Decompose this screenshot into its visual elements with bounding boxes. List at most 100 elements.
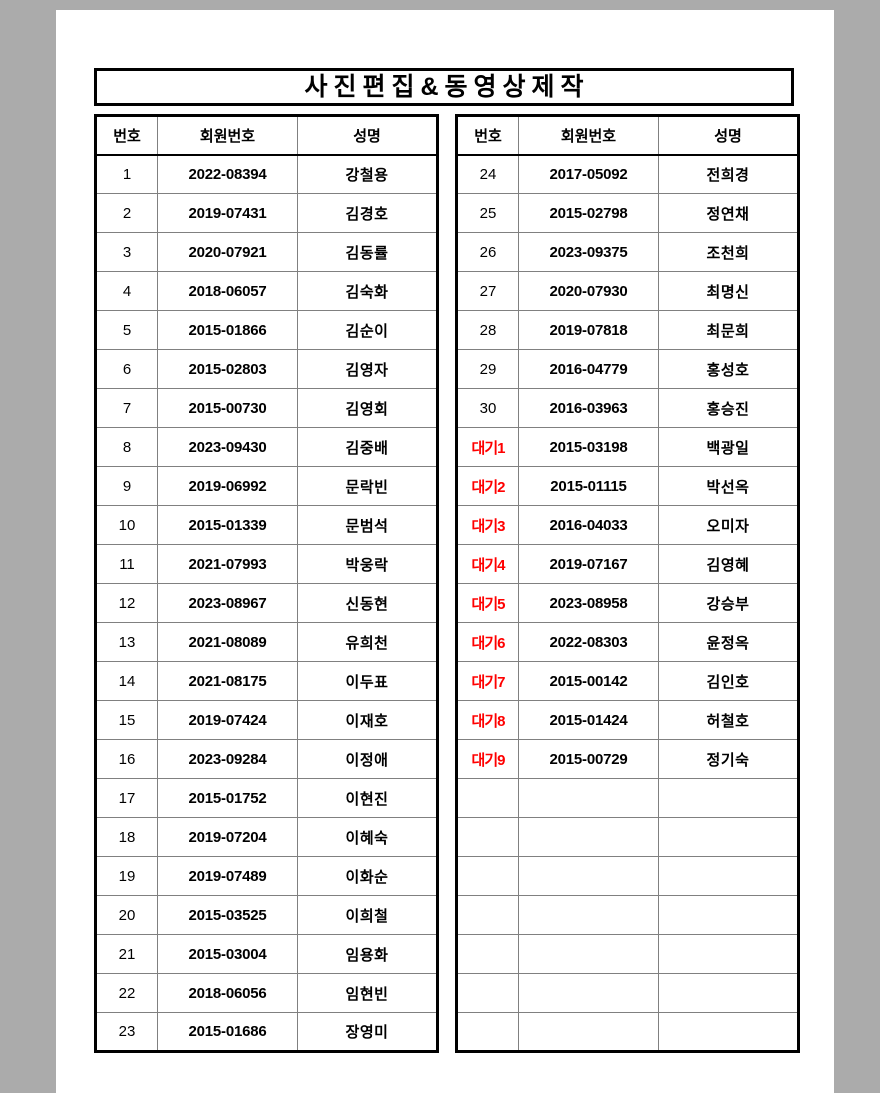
table-row: 3 2020-07921 김동률 bbox=[95, 232, 438, 272]
cell-no: 26 bbox=[456, 232, 519, 272]
cell-member-no: 2019-07489 bbox=[157, 856, 298, 896]
cell-member-no: 2017-05092 bbox=[518, 154, 659, 194]
cell-name: 강승부 bbox=[658, 583, 799, 623]
table-row: 1 2022-08394 강철용 bbox=[95, 154, 438, 194]
cell-no: 14 bbox=[95, 661, 158, 701]
cell-name: 김경호 bbox=[297, 193, 438, 233]
table-row: 22 2018-06056 임현빈 bbox=[95, 973, 438, 1013]
cell-waiting-no: 대기9 bbox=[456, 739, 519, 779]
cell-name: 김순이 bbox=[297, 310, 438, 350]
cell-waiting-no: 대기4 bbox=[456, 544, 519, 584]
table-row: 15 2019-07424 이재호 bbox=[95, 700, 438, 740]
table-row: 12 2023-08967 신동현 bbox=[95, 583, 438, 623]
cell-member-no bbox=[518, 778, 659, 818]
cell-name: 정연채 bbox=[658, 193, 799, 233]
cell-name: 백광일 bbox=[658, 427, 799, 467]
cell-member-no: 2015-01866 bbox=[157, 310, 298, 350]
column-header-no: 번호 bbox=[95, 115, 158, 156]
cell-member-no: 2019-07167 bbox=[518, 544, 659, 584]
cell-name bbox=[658, 973, 799, 1013]
table-row: 대기7 2015-00142 김인호 bbox=[456, 661, 799, 701]
cell-member-no bbox=[518, 1012, 659, 1052]
table-row-empty bbox=[456, 934, 799, 974]
table-row-empty bbox=[456, 973, 799, 1013]
cell-member-no: 2020-07921 bbox=[157, 232, 298, 272]
cell-name: 정기숙 bbox=[658, 739, 799, 779]
cell-member-no: 2018-06056 bbox=[157, 973, 298, 1013]
column-header-no: 번호 bbox=[456, 115, 519, 156]
cell-no: 1 bbox=[95, 154, 158, 194]
cell-no: 19 bbox=[95, 856, 158, 896]
cell-member-no: 2016-04779 bbox=[518, 349, 659, 389]
cell-waiting-no: 대기1 bbox=[456, 427, 519, 467]
cell-name: 허철호 bbox=[658, 700, 799, 740]
cell-member-no: 2015-01424 bbox=[518, 700, 659, 740]
cell-name: 조천희 bbox=[658, 232, 799, 272]
table-row: 5 2015-01866 김순이 bbox=[95, 310, 438, 350]
column-header-member-no: 회원번호 bbox=[518, 115, 659, 156]
cell-name: 김숙화 bbox=[297, 271, 438, 311]
cell-waiting-no: 대기3 bbox=[456, 505, 519, 545]
cell-waiting-no: 대기7 bbox=[456, 661, 519, 701]
cell-name: 박선옥 bbox=[658, 466, 799, 506]
cell-name bbox=[658, 895, 799, 935]
cell-name: 박웅락 bbox=[297, 544, 438, 584]
cell-name bbox=[658, 934, 799, 974]
cell-no: 24 bbox=[456, 154, 519, 194]
table-row-empty bbox=[456, 778, 799, 818]
cell-member-no: 2015-00142 bbox=[518, 661, 659, 701]
cell-no bbox=[456, 1012, 519, 1052]
cell-name: 오미자 bbox=[658, 505, 799, 545]
table-row: 4 2018-06057 김숙화 bbox=[95, 271, 438, 311]
cell-name: 김중배 bbox=[297, 427, 438, 467]
cell-no: 29 bbox=[456, 349, 519, 389]
roster-table-right: 번호 회원번호 성명 24 2017-05092 전희경 25 2015-02798 정연… bbox=[455, 114, 800, 1053]
cell-name bbox=[658, 856, 799, 896]
cell-member-no: 2015-03004 bbox=[157, 934, 298, 974]
cell-waiting-no: 대기8 bbox=[456, 700, 519, 740]
cell-member-no: 2016-03963 bbox=[518, 388, 659, 428]
cell-name: 이정애 bbox=[297, 739, 438, 779]
cell-name bbox=[658, 1012, 799, 1052]
cell-waiting-no: 대기2 bbox=[456, 466, 519, 506]
cell-no: 22 bbox=[95, 973, 158, 1013]
table-row: 10 2015-01339 문범석 bbox=[95, 505, 438, 545]
cell-no bbox=[456, 856, 519, 896]
page-title: 사진편집&동영상제작 bbox=[304, 72, 590, 101]
cell-name: 홍승진 bbox=[658, 388, 799, 428]
table-row: 24 2017-05092 전희경 bbox=[456, 154, 799, 194]
cell-name: 김영회 bbox=[297, 388, 438, 428]
roster-tables-container: 번호 회원번호 성명 1 2022-08394 강철용 2 2019-07431 김경호 3… bbox=[94, 114, 800, 1053]
cell-no: 9 bbox=[95, 466, 158, 506]
table-row: 30 2016-03963 홍승진 bbox=[456, 388, 799, 428]
cell-name: 신동현 bbox=[297, 583, 438, 623]
table-row: 27 2020-07930 최명신 bbox=[456, 271, 799, 311]
cell-name: 이화순 bbox=[297, 856, 438, 896]
cell-member-no: 2015-00729 bbox=[518, 739, 659, 779]
cell-name: 문락빈 bbox=[297, 466, 438, 506]
cell-no: 11 bbox=[95, 544, 158, 584]
table-row: 2 2019-07431 김경호 bbox=[95, 193, 438, 233]
table-row: 대기1 2015-03198 백광일 bbox=[456, 427, 799, 467]
cell-member-no bbox=[518, 817, 659, 857]
cell-name: 최문희 bbox=[658, 310, 799, 350]
cell-name: 김인호 bbox=[658, 661, 799, 701]
cell-no: 20 bbox=[95, 895, 158, 935]
cell-no bbox=[456, 817, 519, 857]
cell-no bbox=[456, 778, 519, 818]
table-row: 9 2019-06992 문락빈 bbox=[95, 466, 438, 506]
table-row: 17 2015-01752 이현진 bbox=[95, 778, 438, 818]
table-row: 대기4 2019-07167 김영혜 bbox=[456, 544, 799, 584]
cell-no: 18 bbox=[95, 817, 158, 857]
cell-no: 30 bbox=[456, 388, 519, 428]
table-row: 23 2015-01686 장영미 bbox=[95, 1012, 438, 1052]
cell-name: 전희경 bbox=[658, 154, 799, 194]
table-row: 18 2019-07204 이혜숙 bbox=[95, 817, 438, 857]
table-row: 29 2016-04779 홍성호 bbox=[456, 349, 799, 389]
table-row: 14 2021-08175 이두표 bbox=[95, 661, 438, 701]
cell-no: 4 bbox=[95, 271, 158, 311]
cell-name: 이희철 bbox=[297, 895, 438, 935]
cell-no: 8 bbox=[95, 427, 158, 467]
table-row: 26 2023-09375 조천희 bbox=[456, 232, 799, 272]
cell-no: 28 bbox=[456, 310, 519, 350]
